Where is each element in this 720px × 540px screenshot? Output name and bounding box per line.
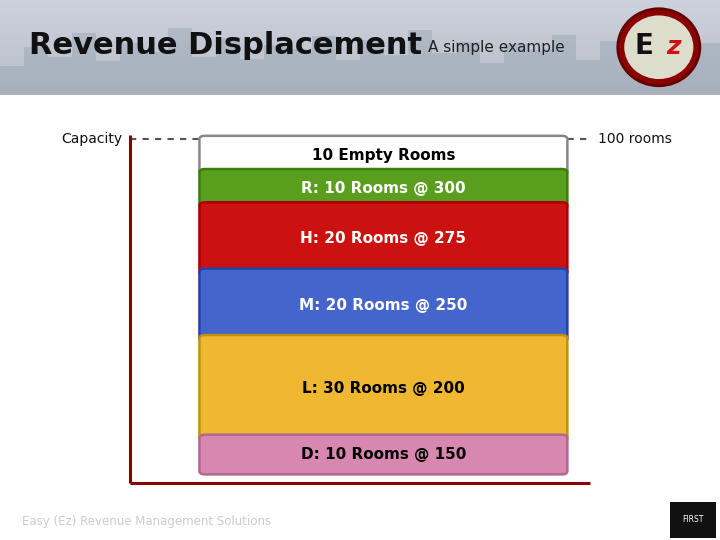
- Bar: [0, 76, 720, 79]
- Bar: [408, 30, 432, 94]
- Bar: [0, 0, 720, 3]
- Bar: [0, 66, 24, 94]
- Text: A simple example: A simple example: [428, 40, 565, 55]
- Bar: [0, 35, 720, 38]
- Bar: [552, 35, 576, 94]
- Bar: [0, 10, 720, 12]
- Bar: [504, 44, 528, 94]
- Text: 100 rooms: 100 rooms: [598, 132, 672, 146]
- Bar: [576, 59, 600, 94]
- Bar: [48, 57, 72, 94]
- Text: FIRST: FIRST: [683, 515, 704, 524]
- Bar: [0, 16, 720, 19]
- Bar: [0, 63, 720, 66]
- Bar: [0, 82, 720, 85]
- Bar: [672, 56, 696, 94]
- Bar: [0, 47, 720, 50]
- Bar: [0, 91, 720, 94]
- Bar: [696, 43, 720, 94]
- Bar: [168, 28, 192, 94]
- Bar: [0, 31, 720, 35]
- Bar: [0, 6, 720, 10]
- Text: 10 Empty Rooms: 10 Empty Rooms: [312, 148, 455, 163]
- Text: z: z: [666, 35, 680, 59]
- Bar: [0, 3, 720, 6]
- Bar: [648, 31, 672, 94]
- Bar: [0, 53, 720, 57]
- Bar: [0, 41, 720, 44]
- Text: M: 20 Rooms @ 250: M: 20 Rooms @ 250: [300, 298, 467, 313]
- Bar: [0, 38, 720, 41]
- FancyBboxPatch shape: [199, 335, 567, 441]
- Bar: [312, 36, 336, 94]
- Bar: [0, 60, 720, 63]
- Bar: [600, 40, 624, 94]
- Bar: [0, 66, 720, 69]
- Bar: [624, 54, 648, 94]
- Text: L: 30 Rooms @ 200: L: 30 Rooms @ 200: [302, 381, 465, 396]
- Bar: [264, 45, 288, 94]
- FancyBboxPatch shape: [199, 169, 567, 209]
- Bar: [0, 57, 720, 60]
- Bar: [0, 79, 720, 82]
- Bar: [72, 33, 96, 94]
- Bar: [120, 43, 144, 94]
- Bar: [0, 19, 720, 22]
- Text: Revenue Displacement: Revenue Displacement: [29, 31, 422, 60]
- Bar: [0, 22, 720, 25]
- Bar: [0, 69, 720, 72]
- Bar: [456, 42, 480, 94]
- Text: Capacity: Capacity: [61, 132, 122, 146]
- Bar: [144, 52, 168, 94]
- Bar: [0, 72, 720, 76]
- Ellipse shape: [624, 16, 693, 79]
- Bar: [670, 502, 716, 538]
- Bar: [432, 53, 456, 94]
- Text: R: 10 Rooms @ 300: R: 10 Rooms @ 300: [301, 181, 466, 197]
- FancyBboxPatch shape: [199, 202, 567, 275]
- Bar: [480, 63, 504, 94]
- Bar: [384, 55, 408, 94]
- Bar: [0, 12, 720, 16]
- Text: Easy (Ez) Revenue Management Solutions: Easy (Ez) Revenue Management Solutions: [22, 515, 271, 528]
- Ellipse shape: [618, 9, 700, 86]
- FancyBboxPatch shape: [199, 435, 567, 475]
- Bar: [360, 40, 384, 94]
- Bar: [0, 44, 720, 47]
- FancyBboxPatch shape: [199, 136, 567, 176]
- Bar: [24, 47, 48, 94]
- Bar: [288, 49, 312, 94]
- Text: E: E: [634, 31, 654, 59]
- FancyBboxPatch shape: [199, 268, 567, 342]
- Bar: [192, 57, 216, 94]
- Bar: [0, 28, 720, 31]
- Bar: [96, 62, 120, 94]
- Bar: [0, 85, 720, 88]
- Bar: [528, 50, 552, 94]
- Text: D: 10 Rooms @ 150: D: 10 Rooms @ 150: [301, 447, 466, 462]
- Bar: [0, 88, 720, 91]
- Bar: [216, 38, 240, 94]
- Bar: [0, 50, 720, 53]
- Bar: [336, 60, 360, 94]
- Bar: [240, 58, 264, 94]
- Text: H: 20 Rooms @ 275: H: 20 Rooms @ 275: [300, 231, 467, 246]
- Bar: [0, 25, 720, 28]
